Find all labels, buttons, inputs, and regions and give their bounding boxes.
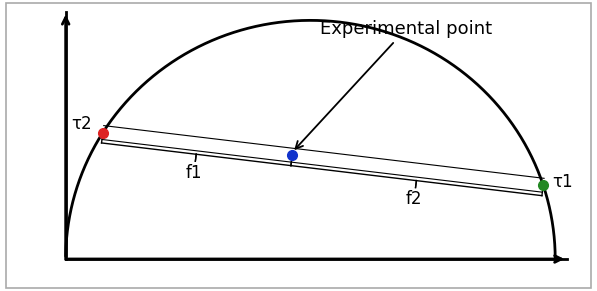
Text: τ2: τ2 (72, 115, 92, 133)
Text: f2: f2 (406, 190, 422, 208)
Text: τ1: τ1 (552, 173, 573, 191)
Text: Experimental point: Experimental point (296, 20, 492, 149)
Text: f1: f1 (186, 164, 202, 182)
